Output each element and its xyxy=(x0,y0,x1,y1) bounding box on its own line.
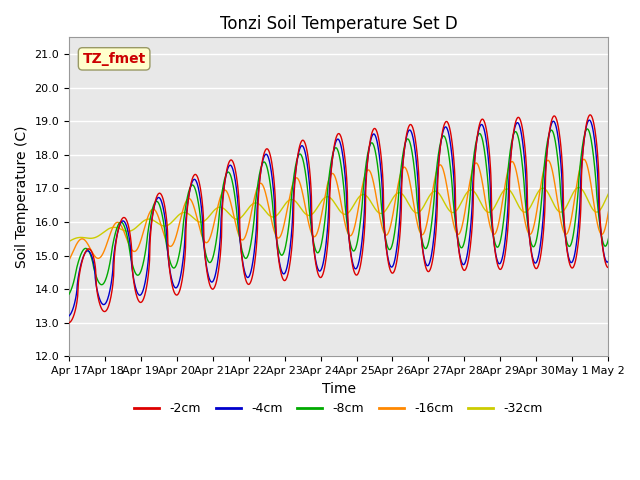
Legend: -2cm, -4cm, -8cm, -16cm, -32cm: -2cm, -4cm, -8cm, -16cm, -32cm xyxy=(129,397,548,420)
Text: TZ_fmet: TZ_fmet xyxy=(83,52,146,66)
Title: Tonzi Soil Temperature Set D: Tonzi Soil Temperature Set D xyxy=(220,15,458,33)
Y-axis label: Soil Temperature (C): Soil Temperature (C) xyxy=(15,126,29,268)
X-axis label: Time: Time xyxy=(321,382,356,396)
